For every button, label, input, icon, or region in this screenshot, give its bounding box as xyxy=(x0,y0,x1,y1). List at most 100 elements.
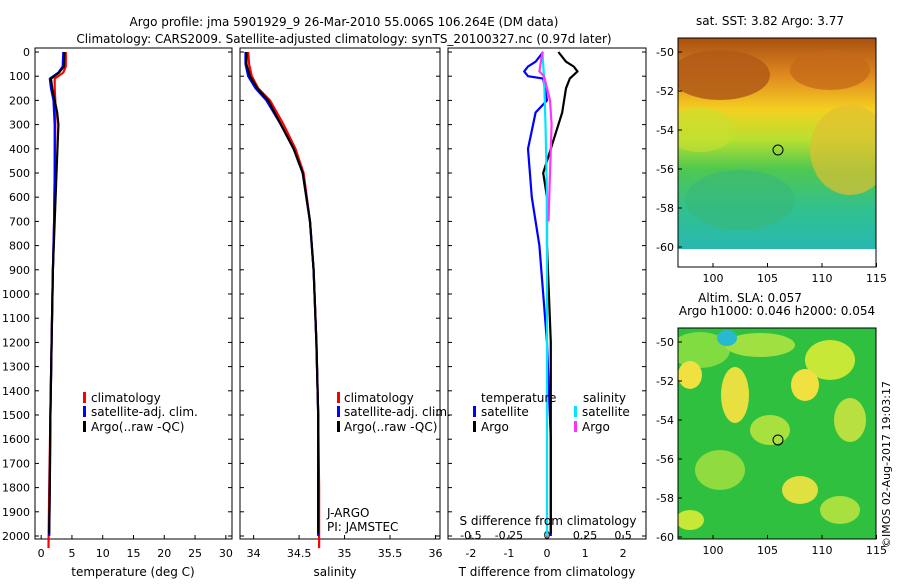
map-x-tick-label: 100 xyxy=(703,272,724,285)
map-x-tick-label: 110 xyxy=(812,272,833,285)
map-y-tick-label: -56 xyxy=(656,453,674,466)
sla-map-title-line2: Argo h1000: 0.046 h2000: 0.054 xyxy=(679,304,875,318)
legend-swatch-s-argo xyxy=(574,421,577,432)
x-tick-label: -1 xyxy=(503,547,514,560)
sla-map-y-axis: -50 -52 -54 -56 -58 -60 xyxy=(656,336,682,544)
top-x-tick-label: -0.25 xyxy=(495,529,523,542)
depth-axis: 0 100 200 300 400 500 600 700 800 900 1000 1100 1200… xyxy=(2,46,646,543)
sst-map-y-axis: -50 -52 -54 -56 -58 -60 xyxy=(656,46,682,254)
depth-tick-label: 0 xyxy=(23,46,30,59)
legend-swatch-climatology xyxy=(337,392,340,403)
x-tick-label: 15 xyxy=(127,547,141,560)
x-tick-label: 0 xyxy=(544,547,551,560)
legend-swatch-t-argo xyxy=(473,421,476,432)
salinity-series xyxy=(244,51,321,549)
map-x-tick-label: 105 xyxy=(757,272,778,285)
depth-tick-label: 500 xyxy=(9,167,30,180)
top-x-tick-label: 0.25 xyxy=(573,529,598,542)
legend-swatch-argo xyxy=(83,421,86,432)
x-tick-label: 36 xyxy=(428,547,442,560)
sst-map-x-axis: 100 105 110 115 xyxy=(703,263,887,285)
depth-tick-label: 900 xyxy=(9,264,30,277)
legend-title-salinity: salinity xyxy=(583,391,626,405)
sla-map-frame xyxy=(677,327,877,540)
temperature-x-axis: 0 5 10 15 20 25 30 xyxy=(38,535,233,560)
temperature-legend: climatology satellite-adj. clim. Argo(..… xyxy=(83,391,198,434)
series-line-2 xyxy=(48,51,66,534)
depth-tick-label: 1300 xyxy=(2,361,30,374)
depth-tick-label: 1400 xyxy=(2,385,30,398)
x-tick-label: 34.5 xyxy=(287,547,312,560)
depth-tick-label: 400 xyxy=(9,143,30,156)
map-x-tick-label: 100 xyxy=(703,544,724,557)
sla-map-panel: Altim. SLA: 0.057 Argo h1000: 0.046 h200… xyxy=(656,291,887,557)
x-tick-label: 2 xyxy=(620,547,627,560)
difference-series-line-1 xyxy=(542,51,579,534)
sst-map-land-strip xyxy=(678,249,876,267)
series-line-2 xyxy=(245,52,320,534)
x-tick-label: 5 xyxy=(68,547,75,560)
legend-swatch-satellite xyxy=(83,406,86,417)
top-x-tick-label: -0.5 xyxy=(460,529,481,542)
sst-map-panel: sat. SST: 3.82 Argo: 3.77 -50-52-54-56-5… xyxy=(656,14,887,285)
map-y-tick-label: -60 xyxy=(656,531,674,544)
x-tick-label: -2 xyxy=(465,547,476,560)
legend-label-climatology: climatology xyxy=(344,391,414,405)
depth-tick-label: 1600 xyxy=(2,433,30,446)
series-line-0 xyxy=(47,52,67,549)
salinity-plot-frame xyxy=(239,47,441,540)
map-y-tick-label: -54 xyxy=(656,124,674,137)
x-tick-label: 0 xyxy=(38,547,45,560)
depth-tick-label: 800 xyxy=(9,240,30,253)
legend-swatch-satellite xyxy=(337,406,340,417)
x-tick-label: 35 xyxy=(338,547,352,560)
sst-map-image xyxy=(678,38,876,249)
sst-map-title: sat. SST: 3.82 Argo: 3.77 xyxy=(696,14,844,28)
x-tick-label: 35.5 xyxy=(378,547,403,560)
legend-label-s-satellite: satellite xyxy=(582,405,630,419)
legend-swatch-argo xyxy=(337,421,340,432)
salinity-x-label: salinity xyxy=(313,565,356,579)
map-y-tick-label: -52 xyxy=(656,375,674,388)
map-y-tick-label: -58 xyxy=(656,202,674,215)
sla-argo-location-marker xyxy=(772,434,784,446)
temperature-plot-frame xyxy=(34,47,233,540)
legend-label-climatology: climatology xyxy=(91,391,161,405)
depth-tick-label: 2000 xyxy=(2,530,30,543)
salinity-panel: 34 34.5 35 35.5 36 climatology satellite-adj… xyxy=(239,47,451,579)
map-x-tick-label: 115 xyxy=(866,544,887,557)
depth-tick-label: 200 xyxy=(9,94,30,107)
depth-tick-label: 1800 xyxy=(2,482,30,495)
difference-series xyxy=(523,51,579,536)
legend-label-t-argo: Argo xyxy=(481,420,509,434)
s-difference-x-label: S difference from climatology xyxy=(460,514,637,528)
depth-tick-label: 100 xyxy=(9,70,30,83)
sla-map-image xyxy=(678,328,876,539)
depth-tick-label: 700 xyxy=(9,215,30,228)
difference-series-line-0 xyxy=(523,51,552,536)
legend-label-s-argo: Argo xyxy=(582,420,610,434)
x-tick-label: 34 xyxy=(247,547,261,560)
depth-tick-label: 600 xyxy=(9,191,30,204)
depth-tick-label: 1000 xyxy=(2,288,30,301)
x-tick-label: 30 xyxy=(219,547,233,560)
legend-swatch-climatology xyxy=(83,392,86,403)
legend-title-temperature: temperature xyxy=(481,391,556,405)
sla-map-x-axis: 100 105 110 115 xyxy=(703,535,887,557)
map-y-tick-label: -52 xyxy=(656,85,674,98)
map-x-tick-label: 105 xyxy=(757,544,778,557)
legend-label-t-satellite: satellite xyxy=(481,405,529,419)
sst-map-frame xyxy=(677,37,877,268)
map-x-tick-label: 115 xyxy=(866,272,887,285)
depth-tick-label: 1500 xyxy=(2,409,30,422)
difference-panel: -2 -1 0 1 2-0.5 -0.25 0 0.25 0.5 temperature sal… xyxy=(447,47,647,579)
map-y-tick-label: -58 xyxy=(656,492,674,505)
depth-tick-label: 300 xyxy=(9,119,30,132)
sst-argo-location-marker xyxy=(772,144,784,156)
sla-map-title-line1: Altim. SLA: 0.057 xyxy=(698,291,802,305)
t-difference-x-label: T difference from climatology xyxy=(458,565,636,579)
salinity-x-axis: 34 34.5 35 35.5 36 xyxy=(247,535,442,560)
x-tick-label: 10 xyxy=(96,547,110,560)
temperature-series xyxy=(47,51,67,549)
map-y-tick-label: -50 xyxy=(656,46,674,59)
